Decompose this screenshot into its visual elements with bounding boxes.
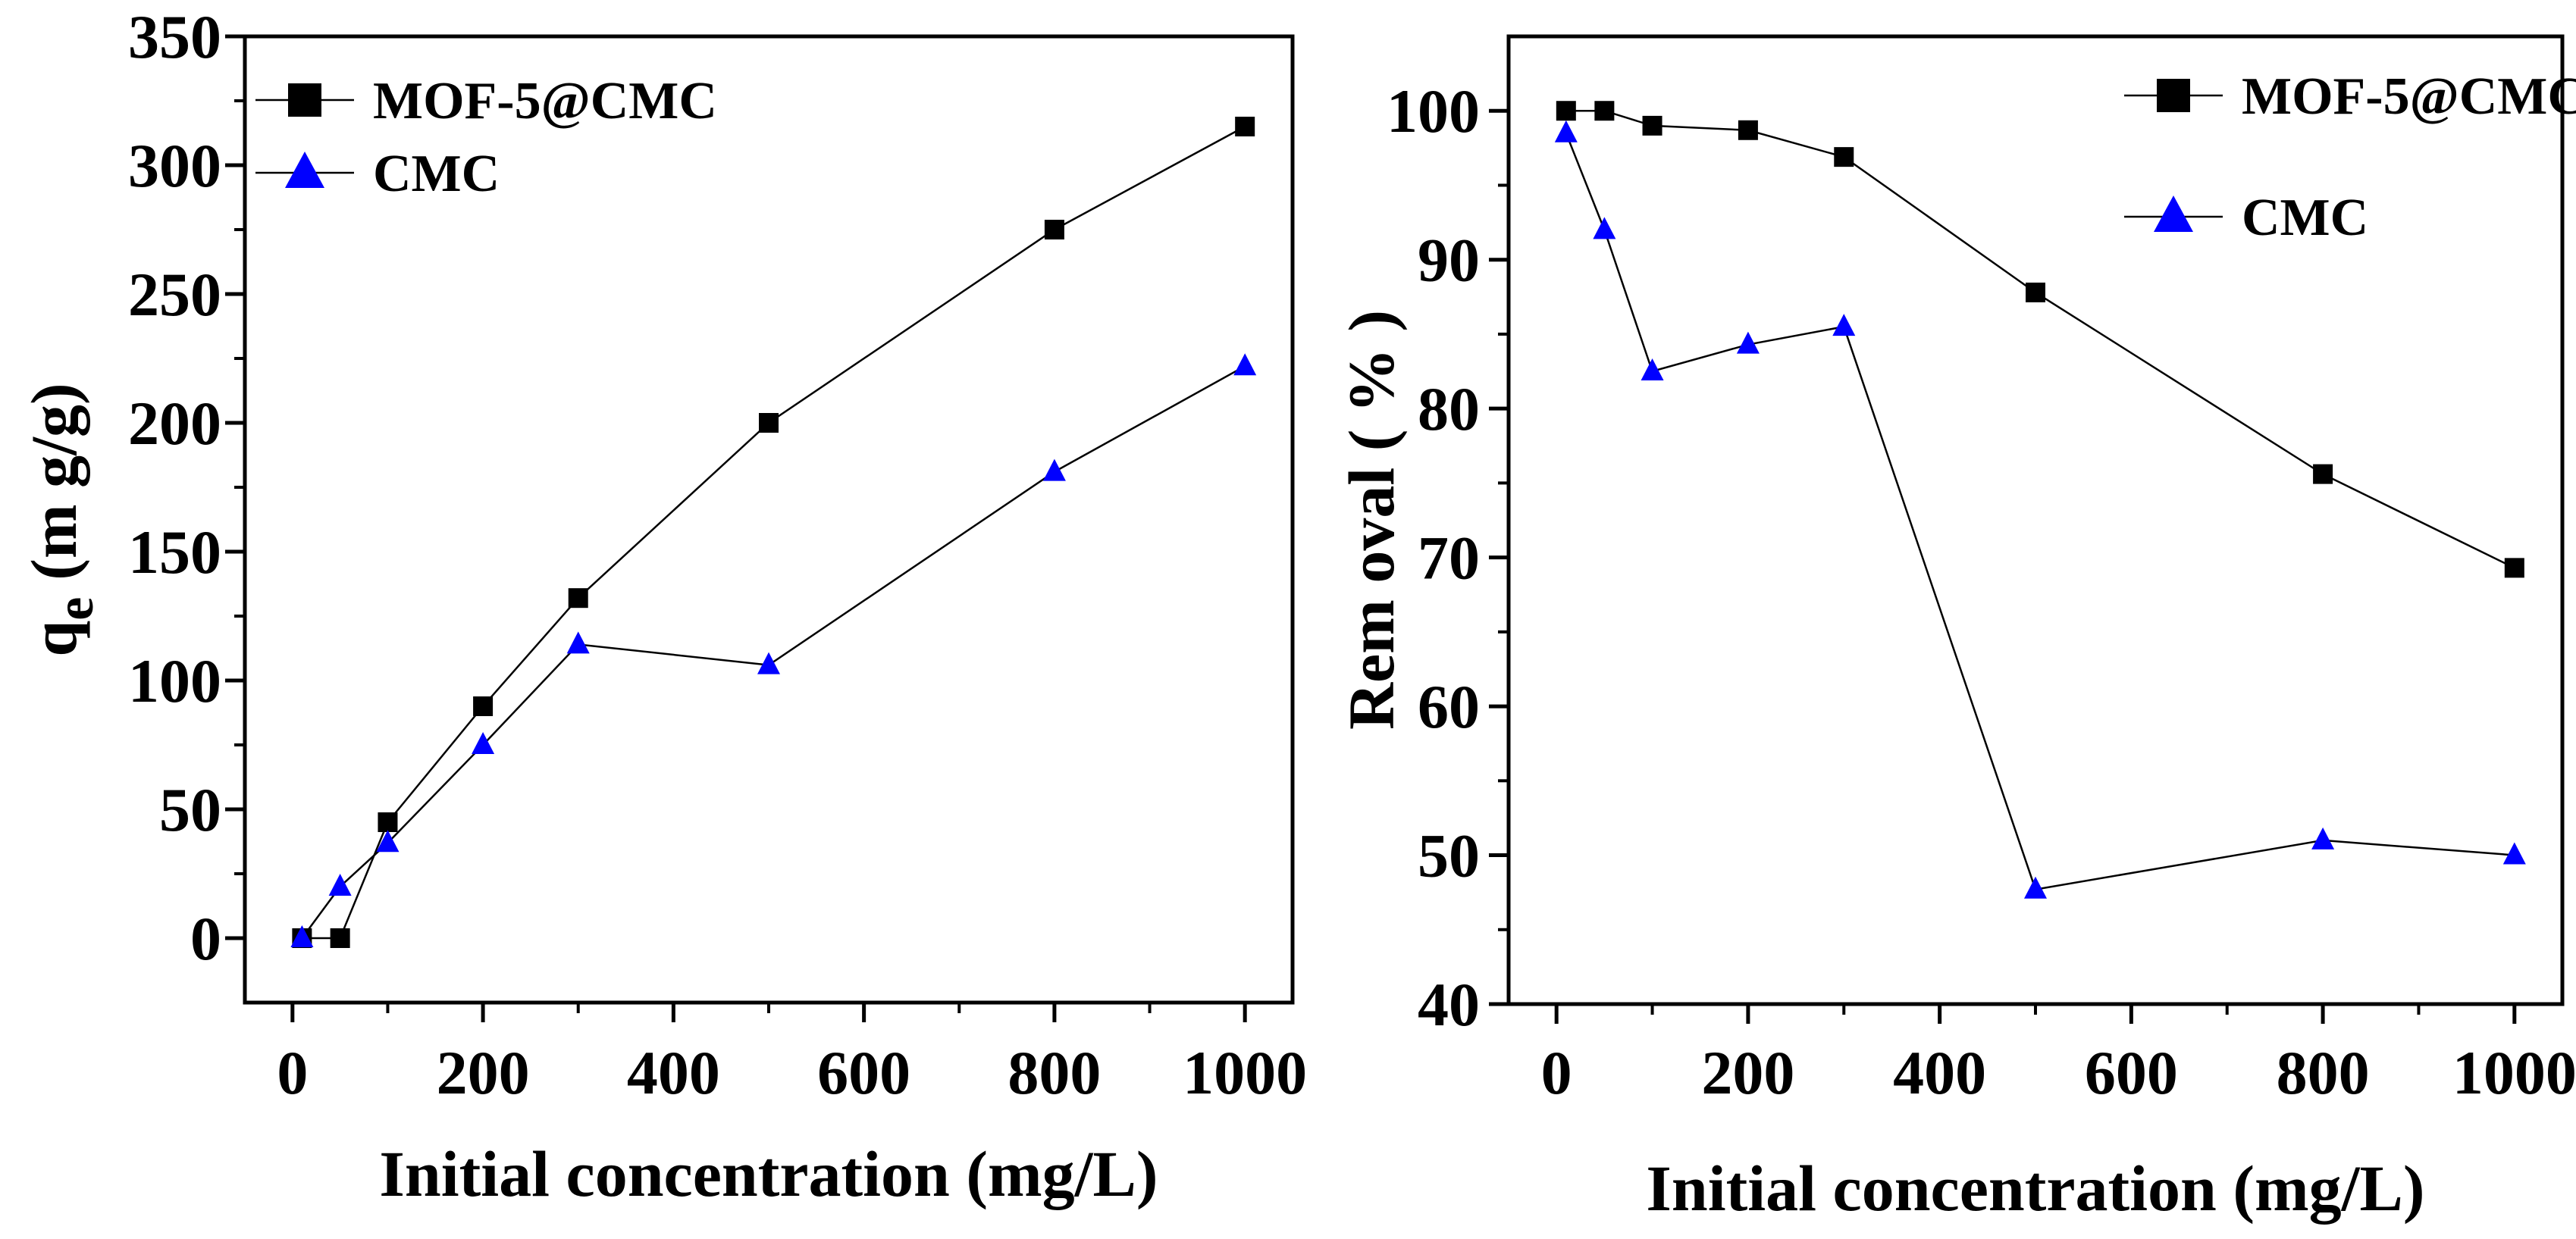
left-x-axis-label: Initial concentration (mg/L): [379, 1137, 1158, 1210]
right-mof5-cmc-point: [1594, 101, 1615, 121]
left-x-tick-label: 800: [1008, 1038, 1101, 1107]
right-y-tick-label: 100: [1387, 77, 1480, 145]
left-y-tick-label: 0: [190, 904, 221, 973]
right-cmc-point: [2502, 842, 2526, 865]
left-cmc-point: [757, 652, 780, 674]
left-x-tick-label: 200: [437, 1038, 530, 1107]
right-legend-mof5-cmc-label: MOF-5@CMC: [2242, 67, 2576, 126]
right-x-tick-layer: 0 200 400 600 800 1000: [1541, 1004, 2576, 1107]
right-y-axis-label: Rem oval ( % ): [1335, 310, 1408, 730]
right-x-tick-label: 0: [1541, 1038, 1572, 1107]
panel-right-removal-chart: 0 200 400 600 800 1000 40 50 60 70 80 90 100 MOF-5@…: [1335, 34, 2576, 1225]
left-legend-cmc-label: CMC: [373, 145, 500, 203]
right-legend-cmc-label: CMC: [2242, 189, 2368, 247]
left-y-tick-label: 300: [128, 131, 221, 200]
right-y-tick-label: 70: [1418, 524, 1480, 593]
left-legend-mof5-cmc-label: MOF-5@CMC: [373, 72, 717, 130]
right-cmc-point: [2024, 876, 2047, 899]
left-mof5-cmc-point: [378, 812, 398, 832]
left-mof5-cmc-point: [759, 413, 779, 433]
right-x-tick-label: 400: [1893, 1038, 1986, 1107]
left-cmc-point: [290, 925, 314, 947]
right-y-tick-label: 80: [1418, 374, 1480, 443]
left-legend-cmc-marker: [285, 152, 324, 188]
left-y-tick-label: 250: [128, 260, 221, 329]
left-x-tick-label: 1000: [1183, 1038, 1307, 1107]
right-mof5-cmc-point: [2026, 282, 2045, 302]
right-cmc-point: [2311, 827, 2335, 849]
left-mof5-cmc-point: [1044, 220, 1064, 239]
right-cmc-series-line: [1565, 133, 2515, 891]
right-y-tick-layer: 40 50 60 70 80 90 100: [1387, 77, 1509, 1039]
right-cmc-point: [1593, 217, 1616, 239]
left-cmc-point: [328, 874, 352, 896]
left-y-tick-label: 150: [128, 518, 221, 587]
left-mof5-cmc-point: [330, 928, 350, 948]
left-y-axis-label-q: q: [17, 621, 90, 657]
left-mof5-cmc-point: [568, 588, 588, 609]
right-mof5-cmc-point: [2313, 464, 2333, 484]
left-cmc-point: [376, 830, 400, 853]
right-legend: MOF-5@CMC CMC: [2124, 67, 2576, 247]
right-y-tick-label: 90: [1418, 226, 1480, 295]
left-x-tick-label: 0: [277, 1038, 308, 1107]
right-x-tick-label: 600: [2085, 1038, 2178, 1107]
left-cmc-point: [1042, 458, 1066, 481]
right-y-tick-label: 50: [1418, 821, 1480, 890]
panel-left-qe-chart: 0 200 400 600 800 1000 050100150200250300350 …: [17, 2, 1307, 1210]
left-y-axis-label: qe (m g/g): [17, 383, 105, 656]
left-y-axis-label-subscript: e: [46, 597, 105, 621]
right-x-tick-label: 800: [2277, 1038, 2370, 1107]
left-mof5-cmc-series-line: [302, 125, 1246, 940]
left-y-tick-label: 350: [128, 2, 221, 71]
left-y-tick-label: 50: [159, 775, 221, 844]
left-legend: MOF-5@CMC CMC: [255, 72, 717, 203]
left-y-tick-layer: 0 50 100 150 200 250 300 350: [128, 2, 245, 973]
right-mof5-cmc-point: [1642, 115, 1662, 136]
right-mof5-cmc-point: [2504, 558, 2524, 578]
left-cmc-series-line: [301, 365, 1246, 939]
left-y-tick-label: 200: [128, 389, 221, 458]
left-x-tick-label: 400: [627, 1038, 720, 1107]
right-x-tick-label: 200: [1701, 1038, 1794, 1107]
left-cmc-point: [566, 631, 590, 654]
left-cmc-point: [1233, 353, 1257, 376]
right-y-tick-label: 60: [1418, 672, 1480, 741]
right-series-layer: [1554, 101, 2526, 899]
right-cmc-point: [1554, 120, 1578, 142]
right-legend-mof5-cmc-marker: [2157, 79, 2190, 112]
left-y-tick-label: 100: [128, 646, 221, 715]
left-y-axis-label-units: (m g/g): [17, 383, 90, 580]
left-x-tick-layer: 0 200 400 600 800 1000: [277, 1003, 1307, 1107]
right-legend-cmc-marker: [2154, 196, 2193, 232]
left-cmc-point: [472, 732, 495, 754]
left-mof5-cmc-point: [1235, 117, 1255, 136]
left-legend-mof5-cmc-marker: [288, 83, 321, 117]
right-y-tick-label: 40: [1418, 970, 1480, 1039]
right-mof5-cmc-point: [1556, 101, 1576, 121]
left-x-tick-label: 600: [817, 1038, 910, 1107]
right-mof5-cmc-point: [1738, 120, 1758, 140]
right-x-axis-label: Initial concentration (mg/L): [1646, 1152, 2424, 1225]
left-series-layer: [290, 117, 1257, 948]
right-cmc-point: [1641, 358, 1664, 381]
right-x-tick-label: 1000: [2452, 1038, 2576, 1107]
left-mof5-cmc-point: [473, 696, 494, 716]
right-cmc-point: [1832, 314, 1856, 336]
right-mof5-cmc-point: [1834, 147, 1854, 167]
right-cmc-point: [1736, 331, 1760, 354]
